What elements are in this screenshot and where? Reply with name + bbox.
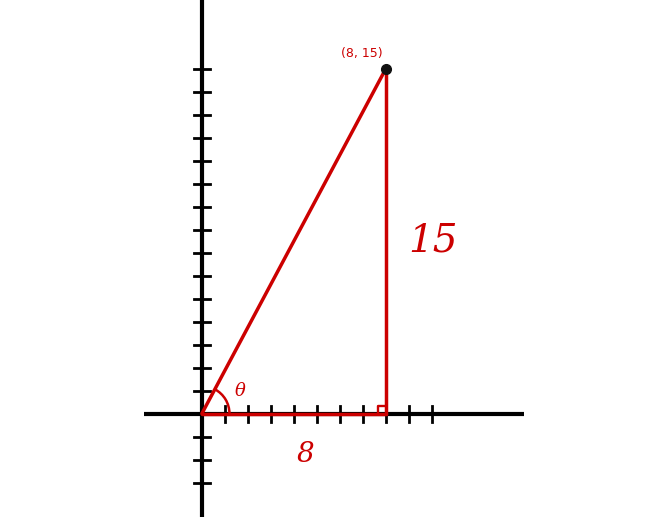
Text: 15: 15: [409, 223, 458, 260]
Text: (8, 15): (8, 15): [341, 47, 382, 60]
Text: 8: 8: [297, 442, 314, 468]
Text: θ: θ: [235, 382, 246, 400]
